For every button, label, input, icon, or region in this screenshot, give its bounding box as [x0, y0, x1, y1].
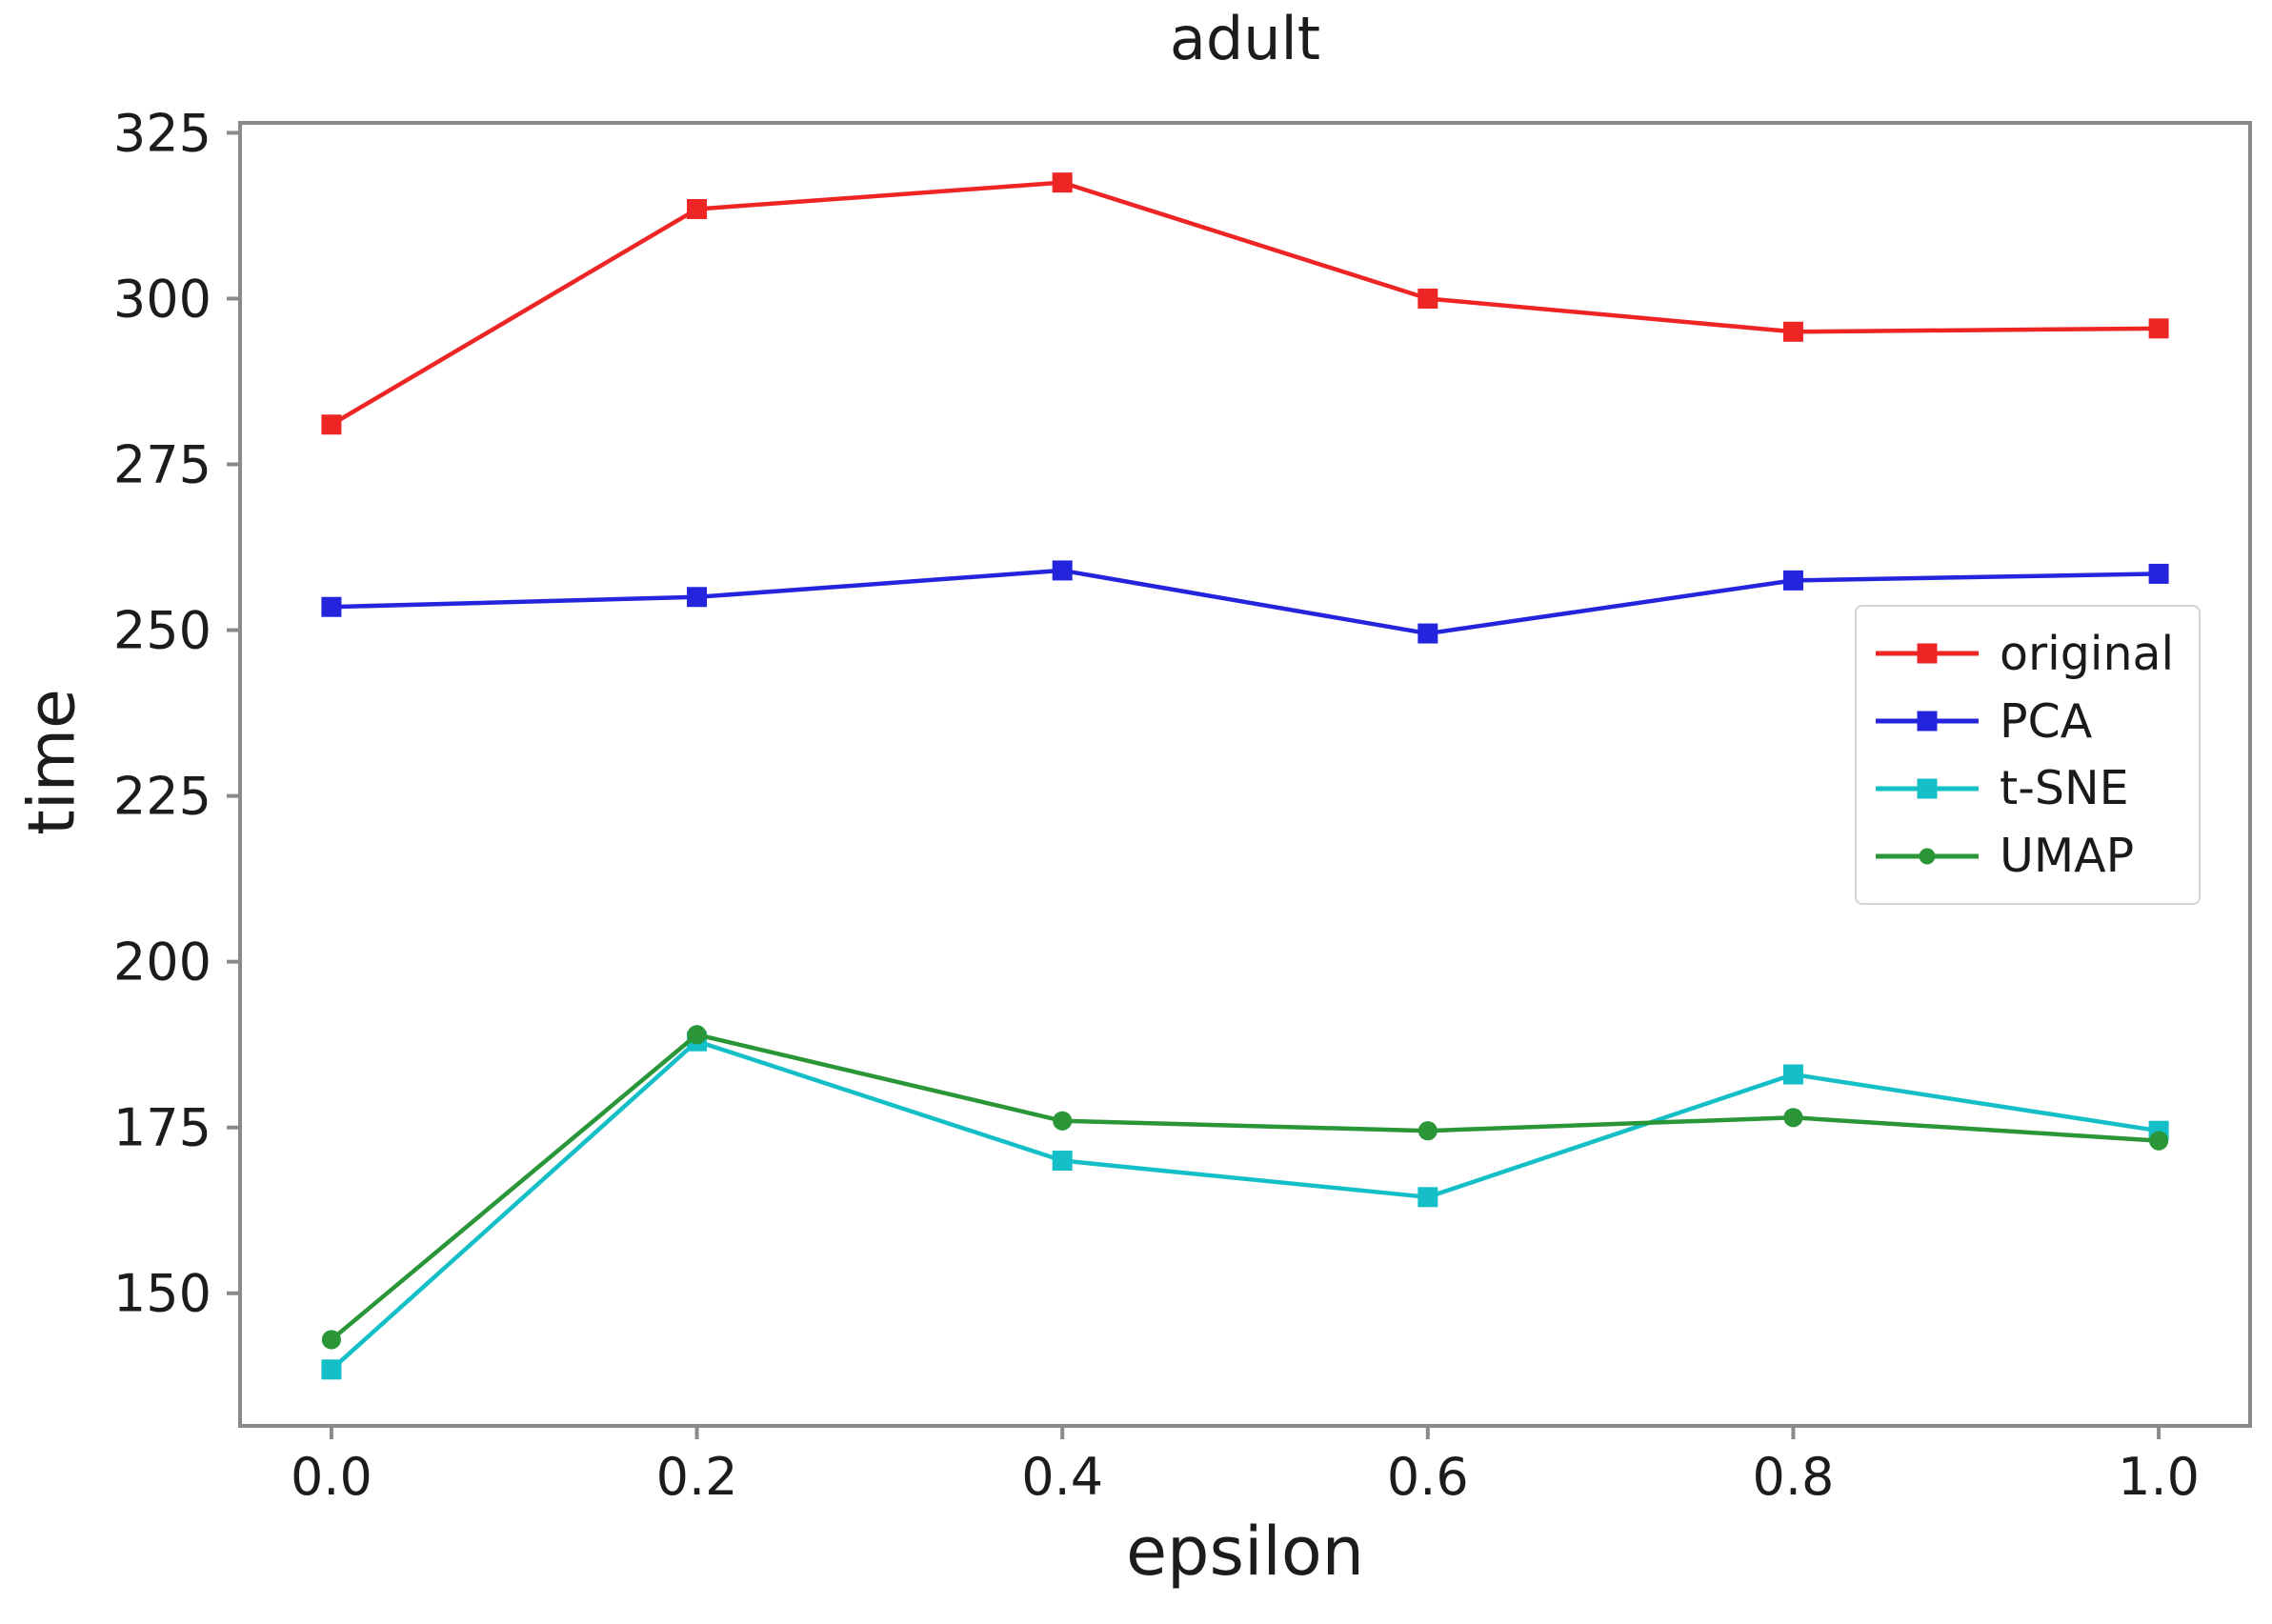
data-point-t-sne [1417, 1187, 1438, 1208]
series-umap [321, 1025, 2169, 1350]
legend-item-original: original [1876, 623, 2180, 684]
series-line-t-sne [330, 1038, 2160, 1372]
y-tick-label: 200 [113, 932, 211, 992]
y-tick-label: 225 [113, 767, 211, 827]
legend-item-umap: UMAP [1876, 826, 2180, 887]
legend-label-t-sne: t-SNE [2000, 761, 2129, 816]
data-point-umap [321, 1330, 341, 1350]
data-point-umap [1053, 1111, 1073, 1131]
series-pca [321, 560, 2169, 644]
data-point-umap [687, 1025, 707, 1045]
data-point-umap [2149, 1131, 2169, 1151]
y-tick-label: 150 [113, 1264, 211, 1324]
data-point-t-sne [1782, 1064, 1803, 1085]
legend-marker-umap [1876, 845, 1979, 868]
legend-marker-t-sne [1876, 777, 1979, 800]
series-line-pca [331, 568, 2160, 636]
data-point-pca [1417, 623, 1438, 644]
data-point-umap [1417, 1121, 1438, 1141]
legend-item-pca: PCA [1876, 691, 2180, 752]
x-tick-label: 0.0 [291, 1447, 372, 1507]
y-tick-label: 175 [113, 1098, 211, 1158]
series-line-umap [330, 1033, 2160, 1342]
legend-label-umap: UMAP [2000, 829, 2135, 884]
x-tick-label: 0.6 [1387, 1447, 1469, 1507]
y-tick-label: 325 [113, 103, 211, 163]
data-point-original [2148, 318, 2169, 339]
data-point-pca [1782, 570, 1803, 591]
x-tick-label: 0.4 [1021, 1447, 1103, 1507]
chart-title: adult [1169, 4, 1321, 73]
series-original [321, 172, 2169, 435]
legend-marker-pca [1876, 710, 1979, 732]
x-tick-label: 0.2 [656, 1447, 738, 1507]
data-point-umap [1783, 1108, 1803, 1128]
data-point-t-sne [1052, 1151, 1073, 1172]
data-point-original [321, 414, 342, 435]
legend-label-pca: PCA [2000, 693, 2093, 749]
data-point-original [1052, 172, 1073, 193]
x-tick-label: 1.0 [2118, 1447, 2200, 1507]
plot-border [238, 121, 2252, 1428]
series-line-original [330, 180, 2160, 427]
x-axis-label: epsilon [1125, 1513, 1365, 1591]
data-point-pca [2148, 563, 2169, 584]
data-point-pca [321, 596, 342, 617]
data-point-original [1782, 321, 1803, 342]
data-point-original [1417, 288, 1438, 309]
y-tick-label: 300 [113, 269, 211, 329]
data-point-t-sne [321, 1359, 342, 1380]
data-point-original [687, 199, 708, 220]
legend-marker-original [1876, 642, 1979, 665]
y-tick-label: 250 [113, 600, 211, 660]
series-t-sne [321, 1031, 2169, 1380]
legend-item-t-sne: t-SNE [1876, 758, 2180, 819]
data-point-pca [1052, 560, 1073, 581]
y-tick-label: 275 [113, 434, 211, 494]
x-tick-label: 0.8 [1753, 1447, 1835, 1507]
data-point-pca [687, 587, 708, 608]
legend: original PCA t-SNE UMAP [1855, 605, 2201, 905]
legend-label-original: original [2000, 626, 2175, 681]
